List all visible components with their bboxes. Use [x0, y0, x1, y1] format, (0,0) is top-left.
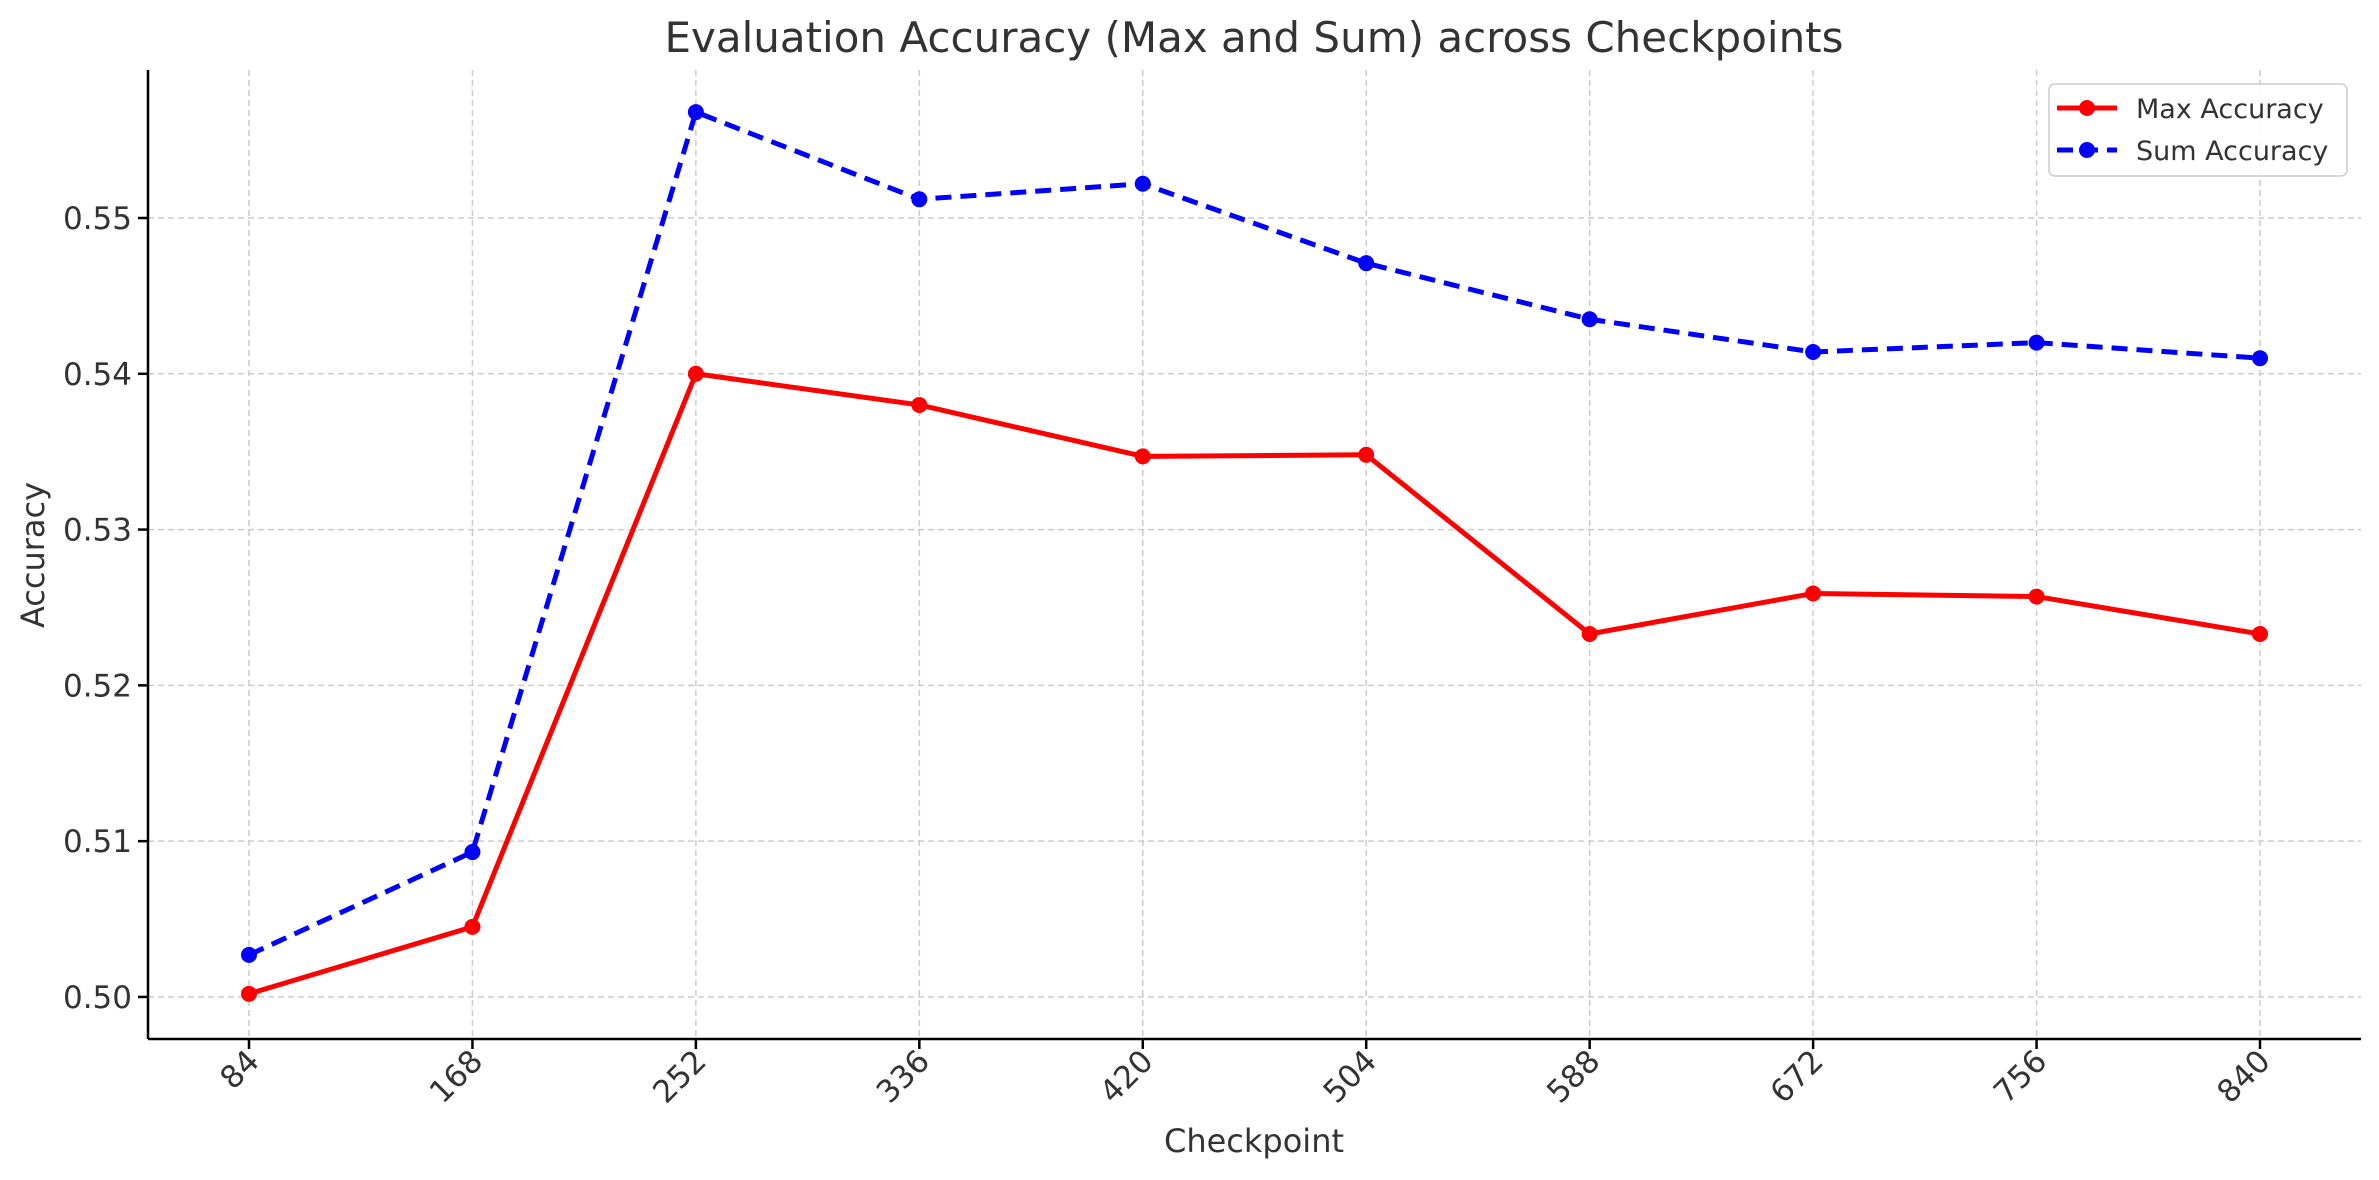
x-tick-label: 168 [423, 1043, 490, 1110]
y-tick-label: 0.54 [63, 357, 132, 393]
y-tick-label: 0.51 [63, 824, 132, 860]
y-tick-label: 0.50 [63, 980, 132, 1016]
data-point [911, 191, 928, 208]
grid [148, 70, 2361, 1039]
legend-label: Max Accuracy [2136, 94, 2324, 125]
y-axis-label: Accuracy [14, 482, 52, 628]
x-tick-label: 672 [1763, 1043, 1830, 1110]
x-tick-label: 840 [2210, 1043, 2277, 1110]
chart-title: Evaluation Accuracy (Max and Sum) across… [664, 13, 1843, 62]
x-tick-label: 756 [1987, 1043, 2054, 1110]
legend-marker-swatch [2079, 142, 2095, 158]
y-tick-label: 0.55 [63, 201, 132, 237]
legend-label: Sum Accuracy [2136, 136, 2328, 167]
data-point [241, 985, 257, 1002]
legend-marker-swatch [2079, 100, 2095, 116]
x-axis-label: Checkpoint [1164, 1122, 1344, 1160]
data-point [464, 844, 481, 861]
y-tick-label: 0.52 [63, 668, 132, 704]
x-tick-label: 84 [213, 1043, 266, 1096]
data-point [1805, 343, 1822, 360]
x-tick-label: 252 [646, 1043, 713, 1110]
axes [146, 70, 2361, 1041]
legend-frame [2048, 83, 2348, 177]
data-point [241, 946, 257, 963]
data-point [1805, 585, 1822, 602]
y-tick-label: 0.53 [63, 513, 132, 549]
data-point [464, 918, 481, 935]
x-tick-label: 420 [1093, 1043, 1160, 1110]
data-point [2028, 334, 2045, 351]
series-0 [241, 365, 2268, 1002]
series-line [247, 109, 2261, 958]
data-point [1134, 175, 1151, 192]
data-point [2252, 350, 2268, 367]
series-line [248, 371, 2261, 997]
data-point [2252, 625, 2268, 642]
data-point [1358, 446, 1375, 463]
ticks: 84 168 252 336 420 504 588 672 756 840 0.50 0.51 0.5… [63, 201, 2278, 1110]
data-point [687, 365, 704, 382]
data-point [1581, 311, 1598, 328]
data-point [2028, 588, 2045, 605]
data-point [1581, 625, 1598, 642]
series-1 [241, 104, 2268, 963]
data-point [911, 396, 928, 413]
data-point [687, 104, 704, 121]
x-tick-label: 504 [1317, 1043, 1384, 1110]
x-tick-label: 588 [1540, 1043, 1607, 1110]
data-point [1134, 448, 1151, 465]
data-point [1358, 255, 1375, 272]
x-tick-label: 336 [870, 1043, 937, 1110]
series [241, 104, 2268, 1002]
legend: Max Accuracy Sum Accuracy [2048, 83, 2348, 177]
